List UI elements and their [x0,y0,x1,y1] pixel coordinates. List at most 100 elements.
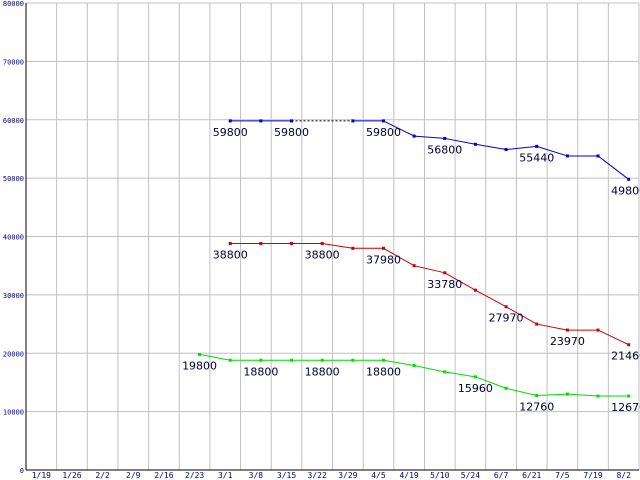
series-1-segment [597,329,629,346]
series-2-data-label: 15960 [458,382,493,395]
series-0-point [290,119,294,123]
x-tick-label: 3/1 [218,471,233,480]
series-1-point [320,242,324,246]
x-tick-label: 3/22 [308,471,327,480]
y-tick-label: 60000 [3,117,24,125]
y-tick-label: 10000 [3,409,24,417]
series-2-point [381,358,385,362]
series-2-point [627,394,631,398]
series-0-point [535,144,539,148]
series-1-segment [475,289,507,308]
series-1-data-label: 21460 [611,350,640,363]
series-0-point [259,119,263,123]
series-1-point [259,242,263,246]
x-tick-label: 3/15 [277,471,296,480]
series-1-segment [505,306,537,325]
series-1-data-label: 37980 [366,253,401,266]
series-1-point [473,288,477,292]
x-tick-label: 7/5 [555,471,570,480]
y-tick-label: 50000 [3,175,24,183]
x-tick-label: 8/2 [616,471,631,480]
series-2-point [565,392,569,396]
series-2-point [596,394,600,398]
series-1-point [381,246,385,250]
series-1-data-label: 38800 [305,249,340,262]
y-tick-label: 0 [20,467,24,475]
series-2-point [228,358,232,362]
x-tick-label: 5/24 [461,471,480,480]
series-2-segment [567,393,599,397]
series-layer [198,119,631,398]
series-2-segment [414,365,445,373]
series-0-point [228,119,232,123]
series-2-segment [475,376,507,389]
series-2-segment [505,387,537,397]
y-tick-labels: 0 10000 20000 30000 40000 50000 60000 70000 8000… [3,0,24,475]
series-1-segment [383,247,415,267]
series-2-point [504,386,508,390]
series-2-point [290,358,294,362]
series-0-segment [506,145,537,151]
series-1-point [535,322,539,326]
x-tick-label: 4/5 [371,471,386,480]
series-0-point [565,154,569,158]
series-2-segment [444,371,476,378]
series-2-data-label: 19800 [182,359,217,372]
x-tick-label: 2/23 [185,471,204,480]
series-2-point [198,352,202,356]
series-1-data-label: 33780 [427,278,462,291]
series-1-segment [536,323,568,331]
y-tick-label: 30000 [3,292,24,300]
series-2-data-label: 12760 [519,401,554,414]
series-1-point [351,246,355,250]
series-2-point [443,370,447,374]
series-2-data-label: 18800 [243,365,278,378]
series-1-point [504,305,508,309]
series-0-point [627,177,631,181]
series-1-data-label: 23970 [550,335,585,348]
axes [25,3,639,471]
series-1-point [443,271,447,275]
x-tick-label: 7/19 [583,471,602,480]
series-0-data-label: 59800 [274,126,309,139]
grid-lines [26,2,640,470]
series-2-point [259,358,263,362]
series-0-data-label: 55440 [519,151,554,164]
x-tick-label: 5/10 [430,471,449,480]
x-tick-label: 1/26 [62,471,81,480]
series-0-point [381,119,385,123]
x-tick-label: 3/8 [249,471,264,480]
series-0-segment [475,143,507,151]
x-tick-label: 2/16 [154,471,173,480]
series-2-data-label: 18800 [366,365,401,378]
series-2-point [320,358,324,362]
series-2-point [535,394,539,398]
series-2-segment [383,359,415,367]
series-1-data-label: 27970 [489,312,524,325]
series-0-segment [597,155,629,180]
data-labels: 59800 59800 59800 56800 55440 49800 38800 38800… [182,126,640,414]
series-1-point [596,328,600,332]
x-tick-label: 6/21 [522,471,541,480]
series-0-point [351,119,355,123]
series-1-data-label: 38800 [213,249,248,262]
series-1-point [290,242,294,246]
series-0-point [473,142,477,146]
series-2-point [473,375,477,379]
y-tick-label: 80000 [3,0,24,8]
series-1-segment [444,272,476,291]
series-0-segment [414,135,445,139]
series-1-point [412,264,416,268]
series-0-segment [383,120,415,137]
series-0-data-label: 59800 [213,126,248,139]
series-0-data-label: 59800 [366,126,401,139]
series-2-data-label: 12670 [611,401,640,414]
series-0-data-label: 49800 [611,184,640,197]
series-1-point [565,328,569,332]
series-1-point [627,343,631,347]
series-1-point [228,242,232,246]
series-0-data-label: 56800 [427,143,462,156]
x-tick-label: 4/19 [399,471,418,480]
series-0-segment [444,137,476,145]
